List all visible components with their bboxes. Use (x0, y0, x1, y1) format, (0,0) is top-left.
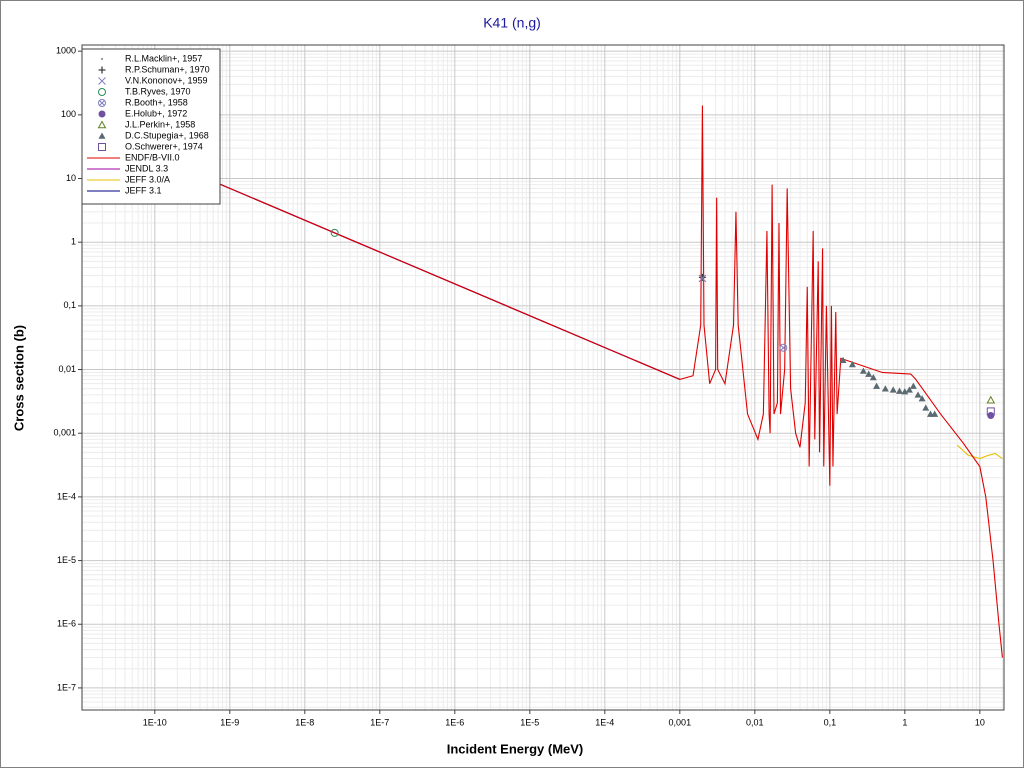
y-tick-label: 10 (66, 173, 76, 183)
x-tick-label: 0,001 (669, 717, 692, 727)
y-tick-label: 1 (71, 237, 76, 247)
legend-label: E.Holub+, 1972 (125, 108, 187, 118)
data-point (986, 395, 996, 404)
legend-label: O.Schwerer+, 1974 (125, 141, 203, 151)
data-point (905, 386, 913, 393)
data-point (987, 411, 995, 419)
data-point (889, 386, 897, 393)
y-tick-label: 1E-7 (57, 682, 76, 692)
x-tick-label: 1E-8 (295, 717, 314, 727)
x-tick-label: 1E-7 (370, 717, 389, 727)
legend-swatch (98, 77, 106, 85)
y-tick-label: 100 (61, 109, 76, 119)
legend-swatch (98, 66, 106, 74)
data-point (931, 410, 939, 417)
legend-swatch (98, 143, 106, 151)
y-tick-label: 0,001 (53, 428, 76, 438)
x-tick-label: 1E-5 (520, 717, 539, 727)
x-axis-label: Incident Energy (MeV) (447, 741, 584, 756)
data-point (918, 395, 926, 402)
data-point (779, 343, 788, 352)
legend-swatch (98, 132, 106, 139)
legend-label: V.N.Kononov+, 1959 (125, 75, 208, 85)
x-tick-label: 0,01 (746, 717, 764, 727)
data-point (873, 382, 881, 389)
legend-label: D.C.Stupegia+, 1968 (125, 130, 209, 140)
x-tick-label: 1E-6 (445, 717, 464, 727)
legend-label: T.B.Ryves, 1970 (125, 86, 191, 96)
legend-swatch (98, 110, 106, 118)
y-axis-label: Cross section (b) (11, 325, 26, 431)
data-point (922, 404, 930, 411)
x-tick-label: 1E-4 (595, 717, 614, 727)
data-point (839, 356, 847, 364)
data-point (698, 274, 707, 283)
data-point (869, 374, 877, 381)
y-tick-label: 0,01 (58, 364, 76, 374)
data-line (956, 444, 1003, 460)
data-point (901, 388, 909, 395)
legend-swatch (97, 120, 107, 129)
y-tick-label: 1E-4 (57, 491, 76, 501)
legend-swatch (101, 58, 103, 60)
data-point (914, 391, 922, 398)
chart-title: K41 (n,g) (483, 15, 541, 31)
legend-label: JEFF 3.0/A (125, 174, 170, 184)
data-point (859, 367, 867, 374)
legend-label: J.L.Perkin+, 1958 (125, 119, 195, 129)
x-tick-label: 1E-9 (220, 717, 239, 727)
y-tick-label: 1E-5 (57, 555, 76, 565)
data-point (909, 382, 917, 389)
legend-label: JEFF 3.1 (125, 185, 162, 195)
legend-swatch (98, 88, 106, 96)
x-tick-label: 10 (975, 717, 985, 727)
plot-frame (81, 44, 1005, 711)
legend-label: ENDF/B-VII.0 (125, 152, 180, 162)
x-tick-label: 1E-10 (143, 717, 167, 727)
data-point (865, 370, 873, 377)
x-tick-label: 1 (902, 717, 907, 727)
data-point (848, 361, 856, 368)
y-tick-label: 1E-6 (57, 619, 76, 629)
data-point (881, 385, 889, 392)
x-tick-label: 0,1 (824, 717, 837, 727)
legend-label: R.P.Schuman+, 1970 (125, 64, 210, 74)
legend-label: R.L.Macklin+, 1957 (125, 53, 202, 63)
data-point (330, 228, 339, 237)
data-point (986, 407, 995, 416)
y-tick-label: 1000 (56, 46, 76, 56)
legend-label: JENDL 3.3 (125, 163, 168, 173)
y-tick-label: 0,1 (63, 300, 76, 310)
legend-swatch (98, 99, 107, 107)
legend-label: R.Booth+, 1958 (125, 97, 188, 107)
data-line (82, 105, 1003, 658)
data-point (698, 273, 706, 281)
data-point (896, 387, 904, 394)
